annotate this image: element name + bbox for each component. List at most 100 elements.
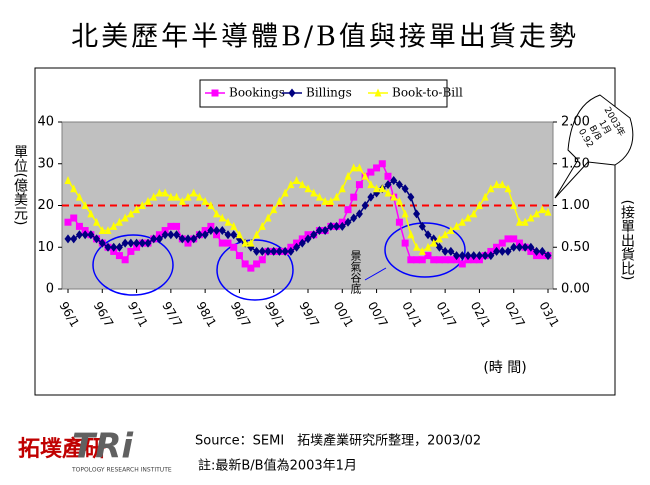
marker	[264, 246, 272, 256]
marker	[395, 180, 403, 190]
marker	[190, 234, 198, 244]
marker	[298, 238, 306, 248]
marker	[253, 260, 261, 268]
marker	[407, 230, 415, 239]
marker	[407, 192, 415, 202]
y2-tick-label: 0.50	[561, 240, 590, 255]
y2-axis-label: (接單出貨比)	[619, 200, 635, 281]
marker	[447, 256, 455, 264]
marker	[441, 256, 449, 264]
marker	[184, 192, 192, 201]
marker	[230, 243, 238, 251]
marker	[224, 217, 232, 226]
chart-title: 北美歷年半導體B/B值與接單出貨走勢	[71, 22, 579, 53]
marker	[207, 201, 215, 209]
marker	[293, 175, 301, 184]
marker	[75, 222, 83, 230]
legend-label: Billings	[306, 86, 352, 100]
marker	[447, 246, 455, 256]
marker	[81, 230, 89, 240]
marker	[413, 242, 421, 251]
note: 註:最新B/B值為2003年1月	[198, 458, 357, 474]
marker	[127, 238, 135, 248]
marker	[475, 251, 483, 261]
marker	[315, 192, 323, 201]
marker	[275, 246, 283, 256]
marker	[258, 256, 266, 264]
legend	[199, 79, 448, 108]
y2-tick-label: 1.00	[561, 198, 590, 213]
marker	[121, 213, 129, 222]
marker	[213, 209, 221, 218]
marker	[75, 192, 83, 201]
y-axis-label: 單位(億美元)	[12, 145, 28, 226]
marker	[287, 246, 295, 256]
y-tick-label: 30	[37, 156, 54, 171]
marker	[211, 89, 219, 97]
marker	[93, 217, 101, 226]
marker	[390, 175, 398, 185]
logo-sub: TOPOLOGY RESEARCH INSTITUTE	[71, 467, 172, 474]
marker	[110, 242, 118, 252]
marker	[104, 226, 112, 235]
marker	[464, 213, 472, 222]
marker	[521, 242, 529, 252]
y-tick-label: 20	[37, 198, 54, 213]
y2-tick-label: 2.00	[561, 115, 590, 130]
marker	[504, 235, 512, 243]
marker	[384, 188, 392, 197]
y2-tick-label: 1.50	[561, 156, 590, 171]
marker	[481, 251, 489, 261]
marker	[281, 188, 289, 197]
marker	[470, 251, 478, 261]
marker	[241, 260, 249, 268]
marker	[407, 256, 415, 264]
marker	[350, 213, 358, 223]
marker	[213, 226, 221, 236]
marker	[464, 251, 472, 261]
x-axis-label: (時 間)	[483, 360, 526, 376]
marker	[121, 256, 129, 264]
marker	[304, 234, 312, 244]
marker	[150, 234, 158, 244]
marker	[178, 234, 186, 244]
marker	[115, 217, 123, 226]
marker	[453, 251, 461, 261]
callout	[554, 94, 634, 199]
marker	[401, 184, 409, 194]
marker	[155, 234, 163, 244]
marker	[374, 88, 382, 97]
marker	[253, 246, 261, 256]
marker	[327, 221, 335, 231]
marker	[178, 196, 186, 205]
marker	[361, 171, 369, 180]
marker	[510, 242, 518, 252]
marker	[321, 196, 329, 205]
marker	[184, 234, 192, 244]
marker	[418, 221, 426, 231]
marker	[64, 175, 72, 184]
marker	[498, 246, 506, 256]
marker	[98, 226, 106, 235]
legend-label: Bookings	[229, 86, 285, 100]
marker	[115, 242, 123, 252]
marker	[333, 221, 341, 231]
marker	[418, 246, 426, 255]
marker	[167, 222, 175, 230]
marker	[235, 252, 243, 260]
marker	[424, 230, 432, 240]
marker	[533, 209, 541, 218]
marker	[441, 230, 449, 239]
marker	[533, 246, 541, 256]
marker	[378, 160, 386, 168]
marker	[321, 226, 329, 236]
marker	[510, 201, 518, 209]
marker	[424, 252, 432, 260]
marker	[361, 201, 369, 210]
marker	[338, 184, 346, 193]
marker	[195, 192, 203, 201]
marker	[173, 230, 181, 240]
y-tick-label: 10	[37, 240, 54, 255]
highlight-circle	[92, 234, 174, 296]
marker	[310, 230, 318, 240]
